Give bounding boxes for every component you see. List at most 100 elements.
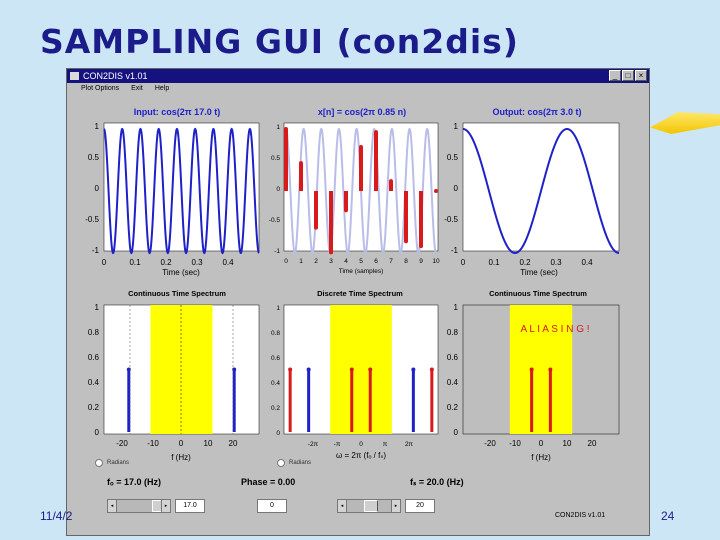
x-tick: 0 [102, 258, 107, 267]
window-titlebar: CON2DIS v1.01 _ □ × [67, 69, 649, 83]
x-tick: -π [334, 441, 341, 448]
xn-x-ticks: 0 1 2 3 4 5 6 7 8 9 10 [284, 258, 440, 265]
spec2-stem-dot [306, 367, 311, 372]
x-tick: 2π [405, 441, 414, 448]
x-tick: 0.3 [191, 258, 203, 267]
fo-slider[interactable]: ◂ ▸ [107, 499, 171, 513]
y-tick: 0.2 [447, 403, 459, 412]
fo-input[interactable]: 17.0 [175, 499, 205, 513]
slider-thumb[interactable] [364, 500, 378, 512]
y-tick: 1 [276, 124, 280, 131]
x-tick: 0 [359, 441, 363, 448]
minimize-button[interactable]: _ [609, 70, 621, 81]
input-wave-path [103, 127, 260, 255]
close-button[interactable]: × [635, 70, 647, 81]
xn-stem-dot [284, 127, 288, 131]
x-tick: 20 [229, 439, 238, 448]
spec2-stem-dot [349, 367, 354, 372]
output-spectrum-marks [509, 305, 573, 434]
con2dis-window: CON2DIS v1.01 _ □ × Plot Options Exit He… [66, 68, 650, 536]
x-tick: 1 [299, 258, 303, 265]
x-tick: 10 [563, 439, 572, 448]
cont-spectrum-x-ticks: -20 -10 0 10 20 [116, 439, 238, 448]
spectrum-y-ticks: 1 0.8 0.6 0.4 0.2 0 1 0.8 0.6 0.4 0.2 0 1 0.8 0.6 0.4 0.… [88, 303, 459, 437]
slider-right-arrow-icon[interactable]: ▸ [161, 500, 170, 512]
output-x-label: Time (sec) [520, 268, 558, 277]
menu-help[interactable]: Help [154, 85, 170, 92]
slide-date: 11/4/2 [40, 509, 73, 523]
y-tick: 0 [95, 428, 100, 437]
radians-radio-cont[interactable]: Radians [95, 459, 129, 467]
disc-spectrum-title: Discrete Time Spectrum [317, 289, 403, 298]
xn-stem-dot [329, 250, 333, 255]
spec3-stem-dot [548, 367, 553, 372]
x-tick: 0.4 [581, 258, 593, 267]
output-signal-line [462, 127, 620, 255]
y-tick: 0.2 [88, 403, 100, 412]
y-tick: 1 [454, 122, 459, 131]
y-tick: 0 [454, 428, 459, 437]
spec2-stem-dot [411, 367, 416, 372]
slider-right-arrow-icon[interactable]: ▸ [391, 500, 400, 512]
y-tick: 1 [95, 303, 100, 312]
output-spectrum-x-ticks: -20 -10 0 10 20 [484, 439, 597, 448]
input-x-label: Time (sec) [162, 268, 200, 277]
xn-stem-dot [344, 208, 348, 213]
slider-left-arrow-icon[interactable]: ◂ [338, 500, 347, 512]
x-tick: 0.2 [160, 258, 172, 267]
radians-radio-disc[interactable]: Radians [277, 459, 311, 467]
y-tick: -1 [92, 246, 100, 255]
y-tick: 0.4 [271, 380, 280, 387]
spec3-band [509, 305, 573, 434]
x-tick: 0.1 [488, 258, 500, 267]
x-tick: 6 [374, 258, 378, 265]
y-tick: 0 [454, 184, 459, 193]
x-tick: 0.1 [129, 258, 141, 267]
x-tick: -10 [147, 439, 159, 448]
y-tick: 0 [276, 186, 280, 193]
xn-stem-dot [389, 179, 393, 184]
x-tick: -10 [509, 439, 521, 448]
y-tick: -0.5 [269, 217, 281, 224]
slider-left-arrow-icon[interactable]: ◂ [108, 500, 117, 512]
xn-stem-dot [404, 239, 408, 244]
output-y-ticks: 1 0.5 0 -0.5 -1 [444, 122, 458, 255]
spec3-stem-dot [529, 367, 534, 372]
app-icon [70, 72, 79, 80]
x-tick: 0 [539, 439, 544, 448]
phase-input[interactable]: 0 [257, 499, 287, 513]
radians-label: Radians [107, 460, 130, 466]
plots-area: Input: cos(2π 17.0 t) x[n] = cos(2π 0.85… [85, 107, 620, 462]
radio-button-icon [277, 459, 285, 467]
x-tick: 5 [359, 258, 363, 265]
fs-input[interactable]: 20 [405, 499, 435, 513]
x-tick: -20 [484, 439, 496, 448]
xn-stem-dot [434, 189, 438, 193]
y-tick: -0.5 [444, 215, 458, 224]
y-tick: 0.8 [271, 330, 280, 337]
cont-spectrum-title: Continuous Time Spectrum [128, 289, 226, 298]
y-tick: 0.6 [88, 353, 100, 362]
x-tick: 2 [314, 258, 318, 265]
xn-stem-dot [299, 161, 303, 166]
menu-plot-options[interactable]: Plot Options [81, 85, 120, 92]
fs-label: fₛ = 20.0 (Hz) [410, 477, 464, 487]
xn-stem-dot [359, 144, 363, 149]
maximize-button[interactable]: □ [622, 70, 634, 81]
disc-spectrum-x-ticks: -2π -π 0 π 2π [308, 441, 414, 448]
cont-spectrum-marks [126, 305, 237, 434]
xn-stem-dot [419, 244, 423, 249]
y-tick: 1 [276, 305, 280, 312]
spec2-stem-dot [288, 367, 293, 372]
decorative-yellow-brush [650, 112, 720, 134]
fs-slider[interactable]: ◂ ▸ [337, 499, 401, 513]
x-tick: 0 [284, 258, 288, 265]
x-tick: 3 [329, 258, 333, 265]
input-signal-line [103, 127, 260, 255]
cont-spectrum-x-label: f (Hz) [171, 453, 191, 462]
slide-title: SAMPLING GUI (con2dis) [40, 22, 519, 61]
menu-exit[interactable]: Exit [131, 85, 143, 92]
version-label: CON2DIS v1.01 [555, 512, 606, 519]
output-x-ticks: 0 0.1 0.2 0.3 0.4 [461, 258, 593, 267]
input-y-ticks: 1 0.5 0 -0.5 -1 [85, 122, 99, 255]
